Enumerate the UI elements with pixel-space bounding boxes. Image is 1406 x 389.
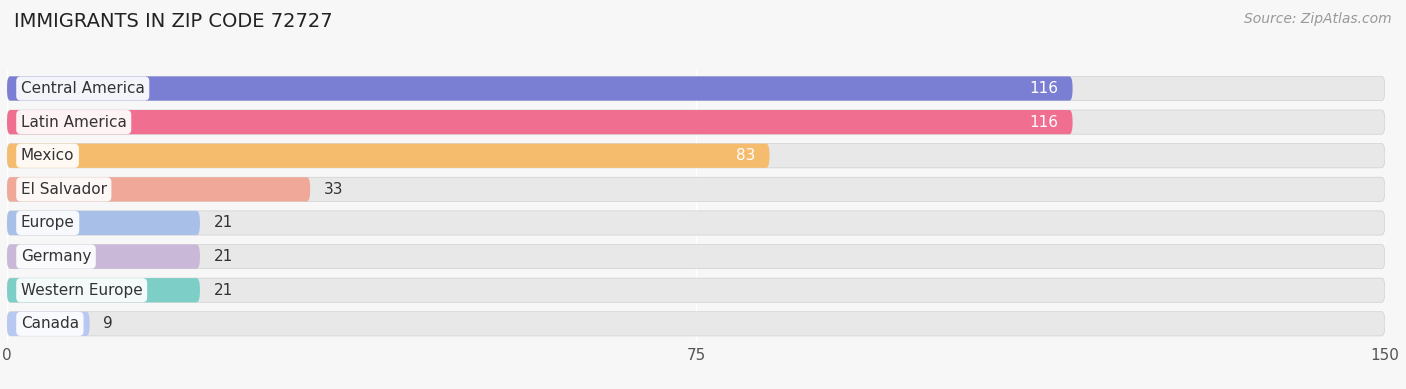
Text: IMMIGRANTS IN ZIP CODE 72727: IMMIGRANTS IN ZIP CODE 72727	[14, 12, 333, 31]
FancyBboxPatch shape	[7, 278, 1385, 302]
Text: 21: 21	[214, 283, 233, 298]
FancyBboxPatch shape	[7, 144, 1385, 168]
Text: Mexico: Mexico	[21, 148, 75, 163]
Text: Source: ZipAtlas.com: Source: ZipAtlas.com	[1244, 12, 1392, 26]
Text: Europe: Europe	[21, 216, 75, 230]
FancyBboxPatch shape	[7, 211, 1385, 235]
FancyBboxPatch shape	[7, 110, 1385, 134]
Text: 116: 116	[1029, 115, 1059, 130]
FancyBboxPatch shape	[7, 312, 90, 336]
FancyBboxPatch shape	[7, 144, 769, 168]
Text: Central America: Central America	[21, 81, 145, 96]
Text: Canada: Canada	[21, 316, 79, 331]
Text: 116: 116	[1029, 81, 1059, 96]
FancyBboxPatch shape	[7, 177, 311, 202]
FancyBboxPatch shape	[7, 278, 200, 302]
FancyBboxPatch shape	[7, 110, 1073, 134]
Text: El Salvador: El Salvador	[21, 182, 107, 197]
Text: 83: 83	[737, 148, 755, 163]
FancyBboxPatch shape	[7, 245, 200, 269]
Text: 9: 9	[104, 316, 114, 331]
Text: Western Europe: Western Europe	[21, 283, 142, 298]
FancyBboxPatch shape	[7, 76, 1385, 101]
Text: 33: 33	[323, 182, 343, 197]
Text: Germany: Germany	[21, 249, 91, 264]
FancyBboxPatch shape	[7, 211, 200, 235]
FancyBboxPatch shape	[7, 76, 1073, 101]
Text: 21: 21	[214, 216, 233, 230]
FancyBboxPatch shape	[7, 245, 1385, 269]
Text: 21: 21	[214, 249, 233, 264]
FancyBboxPatch shape	[7, 177, 1385, 202]
Text: Latin America: Latin America	[21, 115, 127, 130]
FancyBboxPatch shape	[7, 312, 1385, 336]
